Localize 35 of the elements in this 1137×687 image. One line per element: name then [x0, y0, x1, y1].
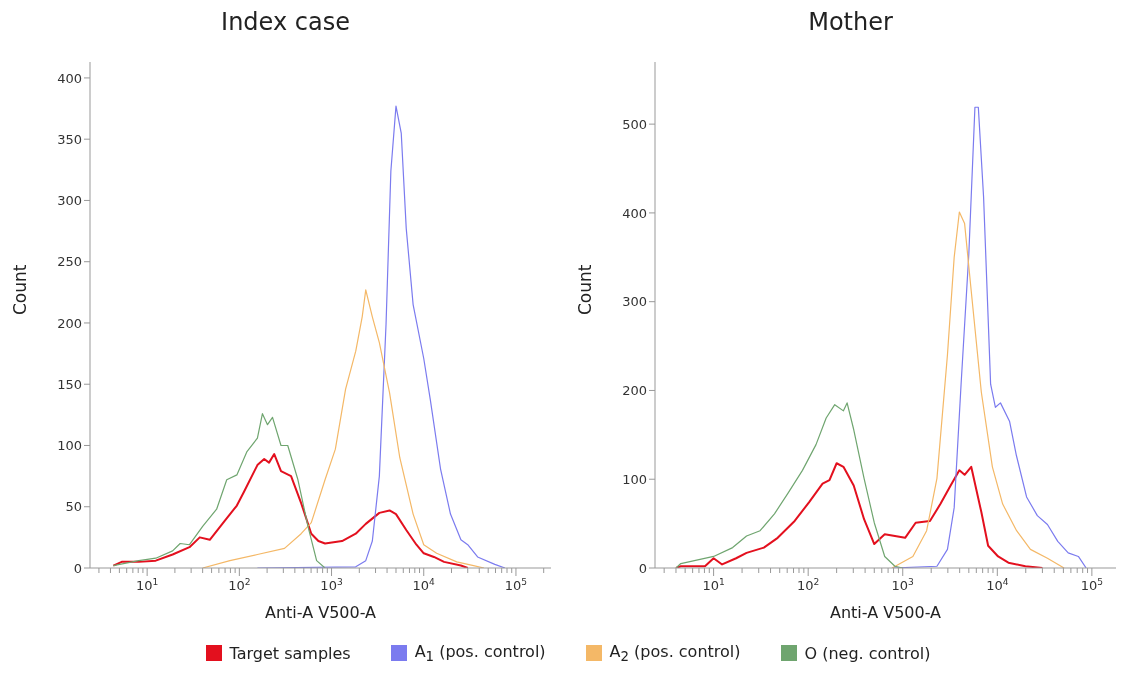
x-tick-label: 10$^{1}$ — [702, 577, 725, 593]
x-tick-label: 10$^{3}$ — [320, 577, 343, 593]
legend-label: A$_{2}$ (pos. control) — [609, 642, 741, 665]
x-tick-label: 10$^{2}$ — [797, 577, 820, 593]
chart-title: Mother — [808, 8, 893, 36]
x-tick-label: 10$^{5}$ — [504, 577, 528, 593]
y-tick-label: 100 — [57, 438, 82, 454]
y-tick-label: 200 — [622, 383, 647, 399]
x-tick-label: 10$^{2}$ — [228, 577, 251, 593]
x-tick-label: 10$^{4}$ — [412, 577, 436, 593]
legend-label: Target samples — [229, 643, 351, 663]
x-axis-title: Anti-A V500-A — [264, 603, 377, 622]
y-tick-label: 0 — [73, 560, 82, 576]
x-tick-label: 10$^{1}$ — [135, 577, 159, 593]
x-tick-label: 10$^{4}$ — [986, 577, 1009, 593]
y-tick-label: 50 — [65, 499, 82, 515]
legend-label: O (neg. control) — [804, 643, 931, 663]
x-tick-label: 10$^{3}$ — [891, 577, 915, 593]
y-tick-label: 150 — [57, 376, 82, 392]
y-tick-label: 100 — [622, 471, 647, 487]
y-axis-title: Count — [10, 264, 31, 315]
y-axis-title: Count — [575, 264, 596, 315]
y-tick-label: 500 — [622, 116, 647, 132]
x-tick-label: 10$^{5}$ — [1080, 577, 1104, 593]
x-axis-title: Anti-A V500-A — [829, 603, 942, 622]
y-tick-label: 400 — [57, 70, 82, 86]
legend-label: A$_{1}$ (pos. control) — [414, 642, 546, 665]
chart-title: Index case — [221, 8, 350, 36]
y-tick-label: 400 — [622, 205, 647, 221]
y-tick-label: 200 — [57, 315, 82, 331]
y-tick-label: 250 — [57, 254, 82, 270]
y-tick-label: 0 — [638, 560, 647, 576]
y-tick-label: 300 — [622, 294, 647, 310]
y-tick-label: 300 — [57, 193, 82, 209]
y-tick-label: 350 — [57, 131, 82, 147]
